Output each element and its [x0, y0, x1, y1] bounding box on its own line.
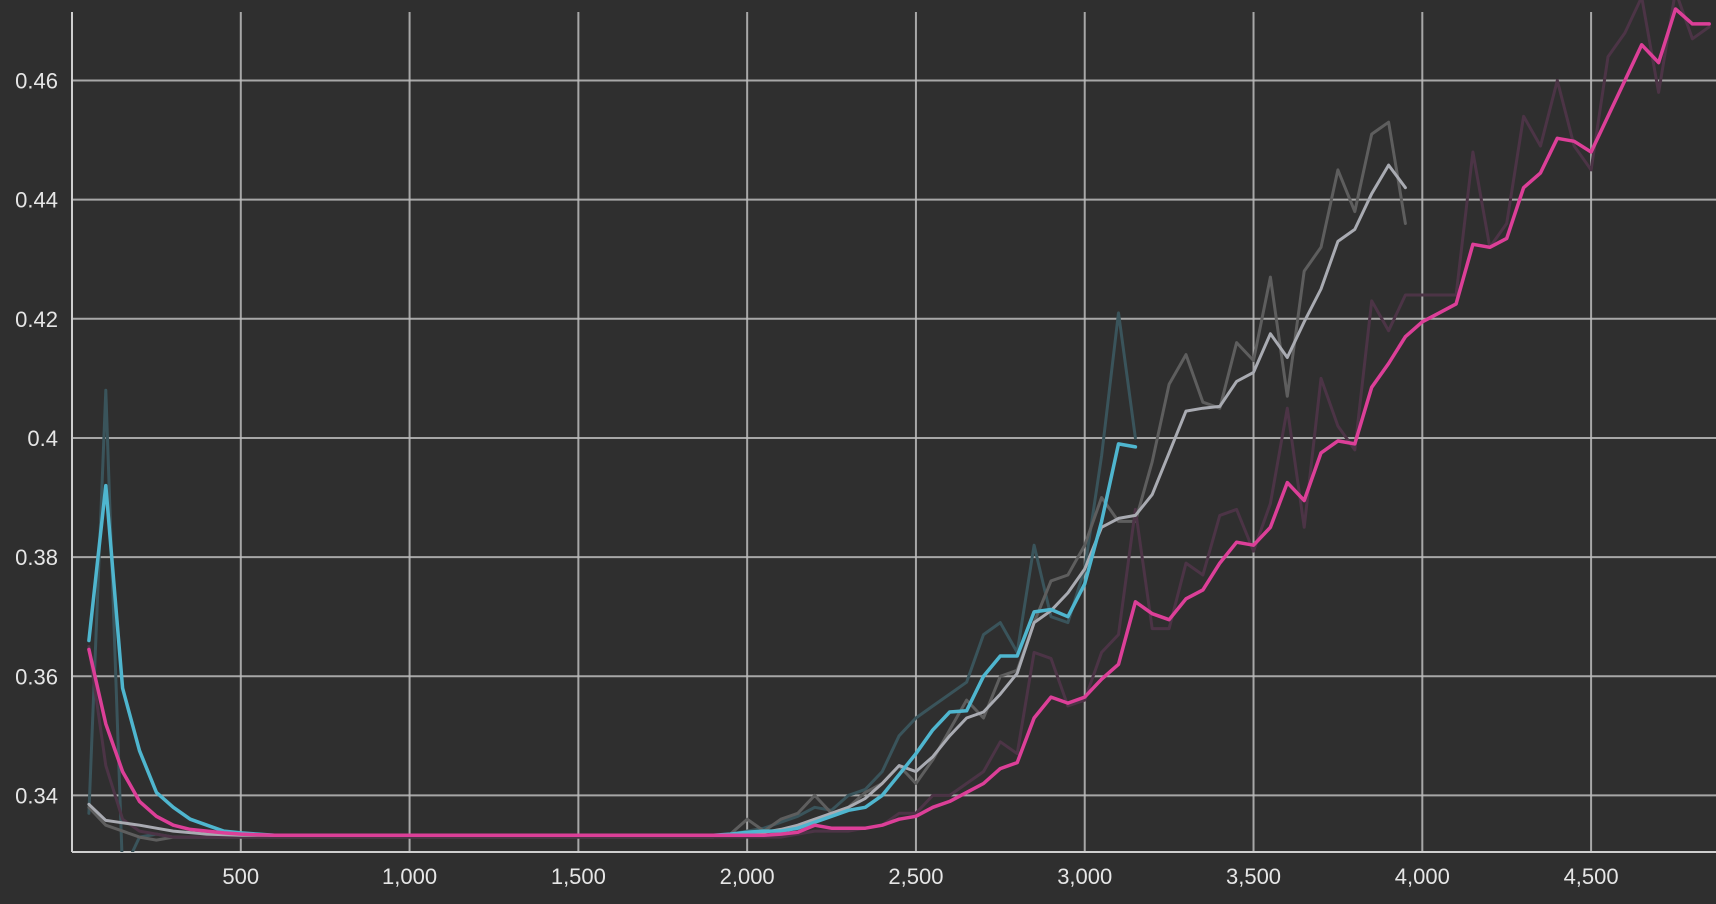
- x-tick-label: 4,500: [1564, 864, 1619, 889]
- x-tick-label: 1,000: [382, 864, 437, 889]
- x-tick-label: 3,500: [1226, 864, 1281, 889]
- axes: [71, 12, 1716, 853]
- series-line-3: [87, 0, 1711, 839]
- grid: [72, 12, 1716, 852]
- x-tick-label: 1,500: [551, 864, 606, 889]
- y-tick-label: 0.4: [27, 426, 58, 451]
- series-lines: [87, 0, 1711, 852]
- series-line-6: [87, 7, 1711, 838]
- series-line-5: [87, 442, 1138, 838]
- y-tick-label: 0.36: [15, 664, 58, 689]
- x-tick-label: 2,000: [720, 864, 775, 889]
- x-tick-label: 2,500: [888, 864, 943, 889]
- y-tick-label: 0.38: [15, 545, 58, 570]
- x-tick-label: 4,000: [1395, 864, 1450, 889]
- y-tick-label: 0.42: [15, 307, 58, 332]
- y-tick-label: 0.46: [15, 69, 58, 94]
- x-tick-label: 3,000: [1057, 864, 1112, 889]
- y-tick-label: 0.34: [15, 783, 58, 808]
- y-tick-label: 0.44: [15, 188, 58, 213]
- x-tick-labels: 500 1,000 1,500 2,000 2,500 3,000 3,500 4,000 4,…: [222, 864, 1618, 889]
- y-tick-labels: 0.34 0.36 0.38 0.4 0.42 0.44 0.46: [15, 69, 58, 809]
- x-tick-label: 500: [222, 864, 259, 889]
